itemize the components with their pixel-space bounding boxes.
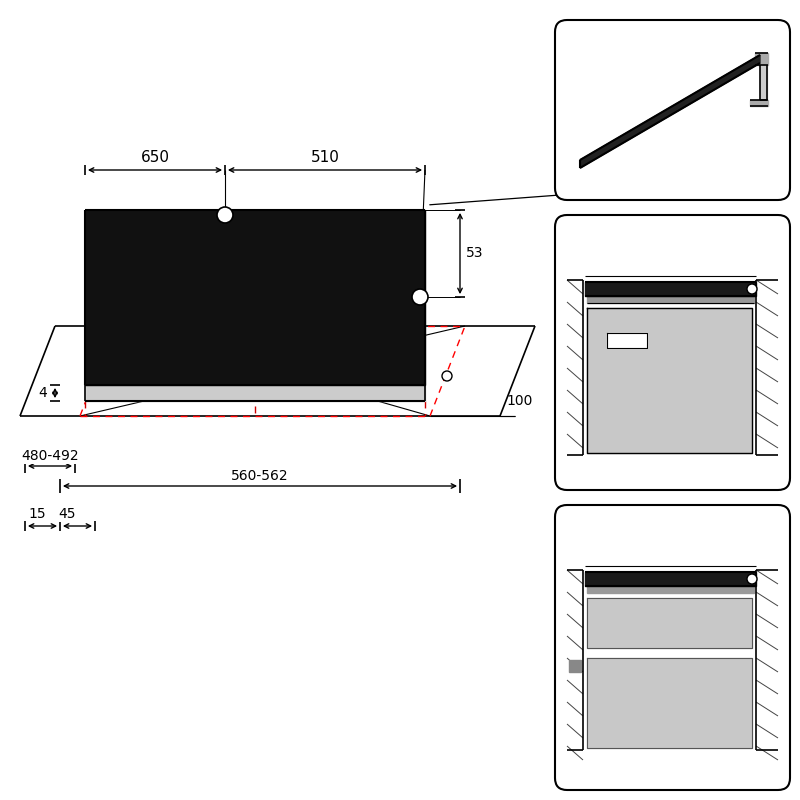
Text: 53: 53 [466, 246, 484, 260]
Polygon shape [587, 658, 752, 748]
Circle shape [412, 289, 428, 305]
Text: min 12: min 12 [648, 527, 706, 542]
Text: 20: 20 [639, 588, 661, 603]
Polygon shape [587, 308, 752, 453]
Text: min 30: min 30 [648, 238, 706, 253]
Text: 15: 15 [28, 507, 46, 521]
Polygon shape [585, 572, 756, 586]
Polygon shape [587, 598, 752, 648]
Polygon shape [760, 65, 767, 100]
Polygon shape [580, 55, 760, 168]
Text: 45: 45 [58, 507, 76, 521]
FancyBboxPatch shape [555, 505, 790, 790]
Text: 510: 510 [310, 150, 339, 166]
Polygon shape [569, 660, 581, 672]
Polygon shape [607, 333, 647, 348]
Circle shape [747, 284, 757, 294]
Text: 650: 650 [141, 150, 170, 166]
Polygon shape [567, 570, 583, 750]
Text: 247.5: 247.5 [653, 255, 701, 270]
Polygon shape [585, 282, 756, 296]
Text: 50: 50 [371, 344, 389, 358]
Polygon shape [587, 296, 754, 303]
Circle shape [747, 574, 757, 584]
Polygon shape [756, 280, 778, 455]
Polygon shape [755, 53, 768, 65]
Polygon shape [567, 280, 583, 455]
Polygon shape [750, 100, 768, 106]
Polygon shape [85, 210, 425, 385]
FancyBboxPatch shape [555, 215, 790, 490]
Text: 247.5: 247.5 [653, 546, 701, 561]
Text: 560-562: 560-562 [231, 469, 289, 483]
Text: 6.5-8: 6.5-8 [137, 374, 173, 388]
Polygon shape [756, 570, 778, 750]
Circle shape [217, 207, 233, 223]
Polygon shape [85, 385, 425, 401]
Text: 4: 4 [38, 386, 47, 400]
FancyBboxPatch shape [555, 20, 790, 200]
Text: 100: 100 [507, 394, 533, 408]
Text: 2: 2 [226, 228, 234, 242]
Text: 20: 20 [758, 458, 780, 473]
Circle shape [442, 371, 452, 381]
Text: 20: 20 [758, 755, 780, 770]
Text: 60: 60 [660, 673, 681, 687]
Polygon shape [587, 586, 754, 593]
Text: 480-492: 480-492 [21, 449, 79, 463]
